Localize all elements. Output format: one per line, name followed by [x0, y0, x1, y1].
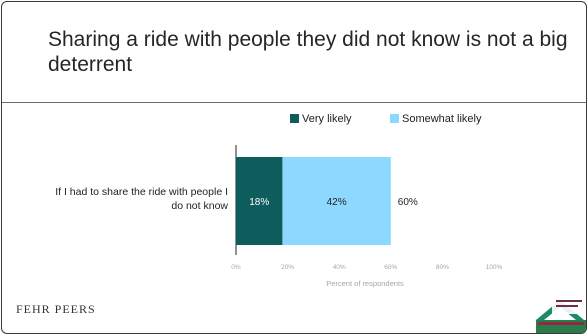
bar-somewhat-likely [282, 157, 391, 245]
x-axis-title: Percent of respondents [326, 279, 404, 288]
category-label: If I had to share the ride with people I… [55, 186, 228, 212]
bar-very-likely [236, 157, 283, 245]
x-tick-label: 80% [436, 264, 449, 271]
title-divider [2, 102, 586, 103]
agency-logo-icon [536, 296, 586, 333]
x-tick-label: 100% [486, 264, 503, 271]
x-tick-label: 60% [384, 264, 397, 271]
legend-item-very-likely: Very likely [290, 113, 352, 125]
legend-label-very-likely: Very likely [302, 113, 352, 125]
x-tick-label: 40% [333, 264, 346, 271]
fehr-peers-logo: FEHR PEERS [16, 302, 96, 316]
legend-label-somewhat-likely: Somewhat likely [402, 113, 482, 125]
data-label-very-likely: 18% [249, 197, 269, 208]
total-label: 60% [398, 197, 418, 208]
x-tick-label: 0% [231, 264, 241, 271]
legend-item-somewhat-likely: Somewhat likely [390, 113, 481, 125]
slide-title: Sharing a ride with people they did not … [48, 28, 568, 76]
legend-swatch-somewhat-likely [390, 114, 399, 123]
data-label-somewhat-likely: 42% [327, 197, 347, 208]
x-tick-label: 20% [281, 264, 294, 271]
legend-swatch-very-likely [290, 114, 299, 123]
